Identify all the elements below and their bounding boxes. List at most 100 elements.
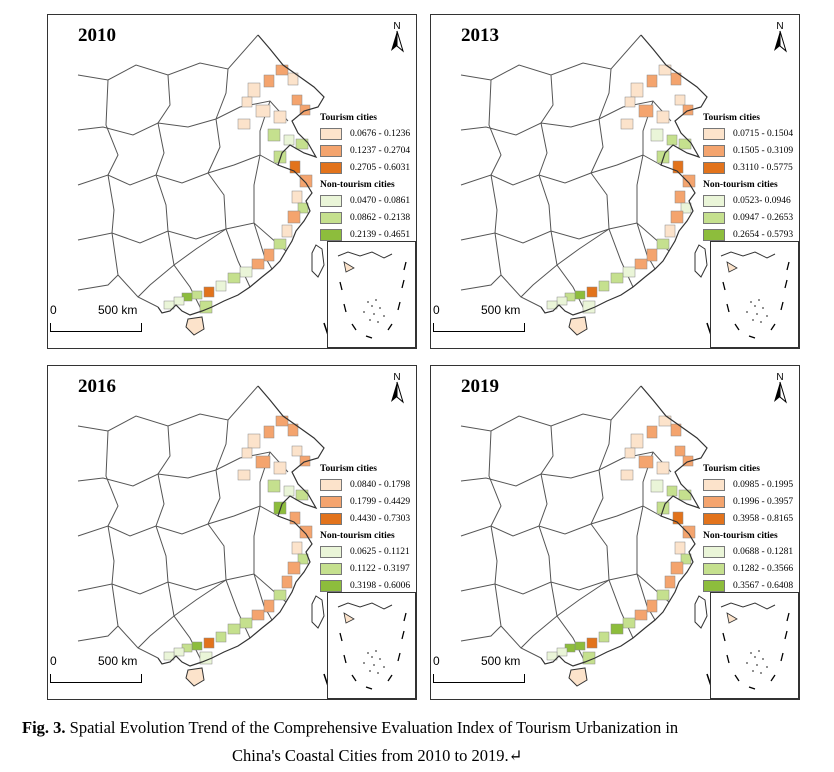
city-patch [275,64,289,76]
south-china-sea-inset [327,592,416,699]
legend-range: 0.1996 - 0.3957 [733,496,794,507]
city-patch [624,96,636,108]
legend-swatch [703,127,725,140]
legend-swatch [320,478,342,491]
city-patch [672,160,684,174]
province-border [253,100,273,270]
legend: Tourism cities 0.0676 - 0.1236 0.1237 - 0.… [320,113,410,243]
city-patch [237,118,251,130]
city-patch [546,300,558,310]
legend-swatch [703,161,725,174]
legend-row: 0.1282 - 0.3566 [703,560,793,577]
legend-non-tourism-title: Non-tourism cities [703,180,778,190]
province-border [253,451,273,621]
legend-swatch [320,512,342,525]
legend-range: 0.0676 - 0.1236 [350,128,411,139]
scale-distance: 500 km [481,303,521,317]
legend-range: 0.2705 - 0.6031 [350,162,411,173]
legend-swatch [320,495,342,508]
legend-range: 0.2139 - 0.4651 [350,229,411,240]
scale-zero: 0 [50,654,57,668]
map-panel-2010: 2010 N Tourism cities 0.0676 - 0.1236 0.1237… [47,14,417,349]
legend-swatch [320,144,342,157]
city-patch [620,469,634,481]
legend-range: 0.0840 - 0.1798 [350,479,411,490]
city-patch [656,501,670,515]
north-label: N [776,21,783,32]
city-patch [241,447,253,459]
coastline [540,385,708,667]
city-patch [574,290,586,300]
province-border [488,79,542,308]
city-patch [620,118,634,130]
province-border [460,274,502,291]
province-border [520,228,610,298]
coastline [157,385,325,667]
province-border [77,274,119,291]
scale-bar: 0 500 km [433,654,553,694]
scale-bar-line [50,323,142,332]
city-patch [273,110,287,124]
city-patch [287,561,301,575]
legend-tourism-title: Tourism cities [703,464,760,474]
hainan-island [568,667,588,687]
scale-bar: 0 500 km [433,303,553,343]
province-border [590,419,634,639]
city-patch [630,82,644,98]
province-border [520,579,610,649]
legend-range: 0.0985 - 0.1995 [733,479,794,490]
city-patch [598,631,610,643]
caption-line-1: Spatial Evolution Trend of the Comprehen… [65,718,679,737]
province-border [77,573,287,603]
city-patch [670,423,682,437]
legend-range: 0.0715 - 0.1504 [733,128,794,139]
legend-row: 0.0715 - 0.1504 [703,125,793,142]
city-patch [203,286,215,298]
panel-year: 2016 [78,376,116,397]
legend-range: 0.1237 - 0.2704 [350,145,411,156]
province-border [137,579,227,649]
city-patch [682,174,696,188]
legend-row: 0.1799 - 0.4429 [320,493,410,510]
city-patch [664,224,676,238]
city-patch [281,224,293,238]
legend-range: 0.1282 - 0.3566 [733,563,794,574]
city-patch [666,485,678,497]
province-border [460,573,670,603]
city-patch [263,599,275,613]
legend-range: 0.1799 - 0.4429 [350,496,411,507]
legend-row: 0.0947 - 0.2653 [703,209,793,226]
scale-distance: 500 km [98,303,138,317]
legend-swatch [703,211,725,224]
city-patch [297,202,309,214]
province-border [460,100,672,136]
city-patch [670,561,684,575]
province-border [77,154,279,186]
legend-range: 0.0688 - 0.1281 [733,546,794,557]
city-patch [650,479,664,493]
city-patch [610,623,624,635]
city-patch [251,258,265,270]
panel-year: 2010 [78,25,116,46]
city-patch [273,461,287,475]
city-patch [680,553,692,565]
scale-zero: 0 [433,654,440,668]
legend-range: 0.1122 - 0.3197 [350,563,410,574]
city-patch [646,599,658,613]
city-patch [191,290,203,300]
scale-zero: 0 [433,303,440,317]
city-patch [656,110,670,124]
legend: Tourism cities 0.0715 - 0.1504 0.1505 - 0.… [703,113,793,243]
city-patch [574,641,586,651]
city-patch [299,174,313,188]
city-patch [191,641,203,651]
hainan-island [568,316,588,336]
province-border [636,451,656,621]
city-patch [299,525,313,539]
north-label: N [393,21,400,32]
legend-range: 0.3567 - 0.6408 [733,580,794,591]
city-patch [215,631,227,643]
province-border [488,430,542,659]
city-patch [610,272,624,284]
taiwan-island [311,244,325,278]
